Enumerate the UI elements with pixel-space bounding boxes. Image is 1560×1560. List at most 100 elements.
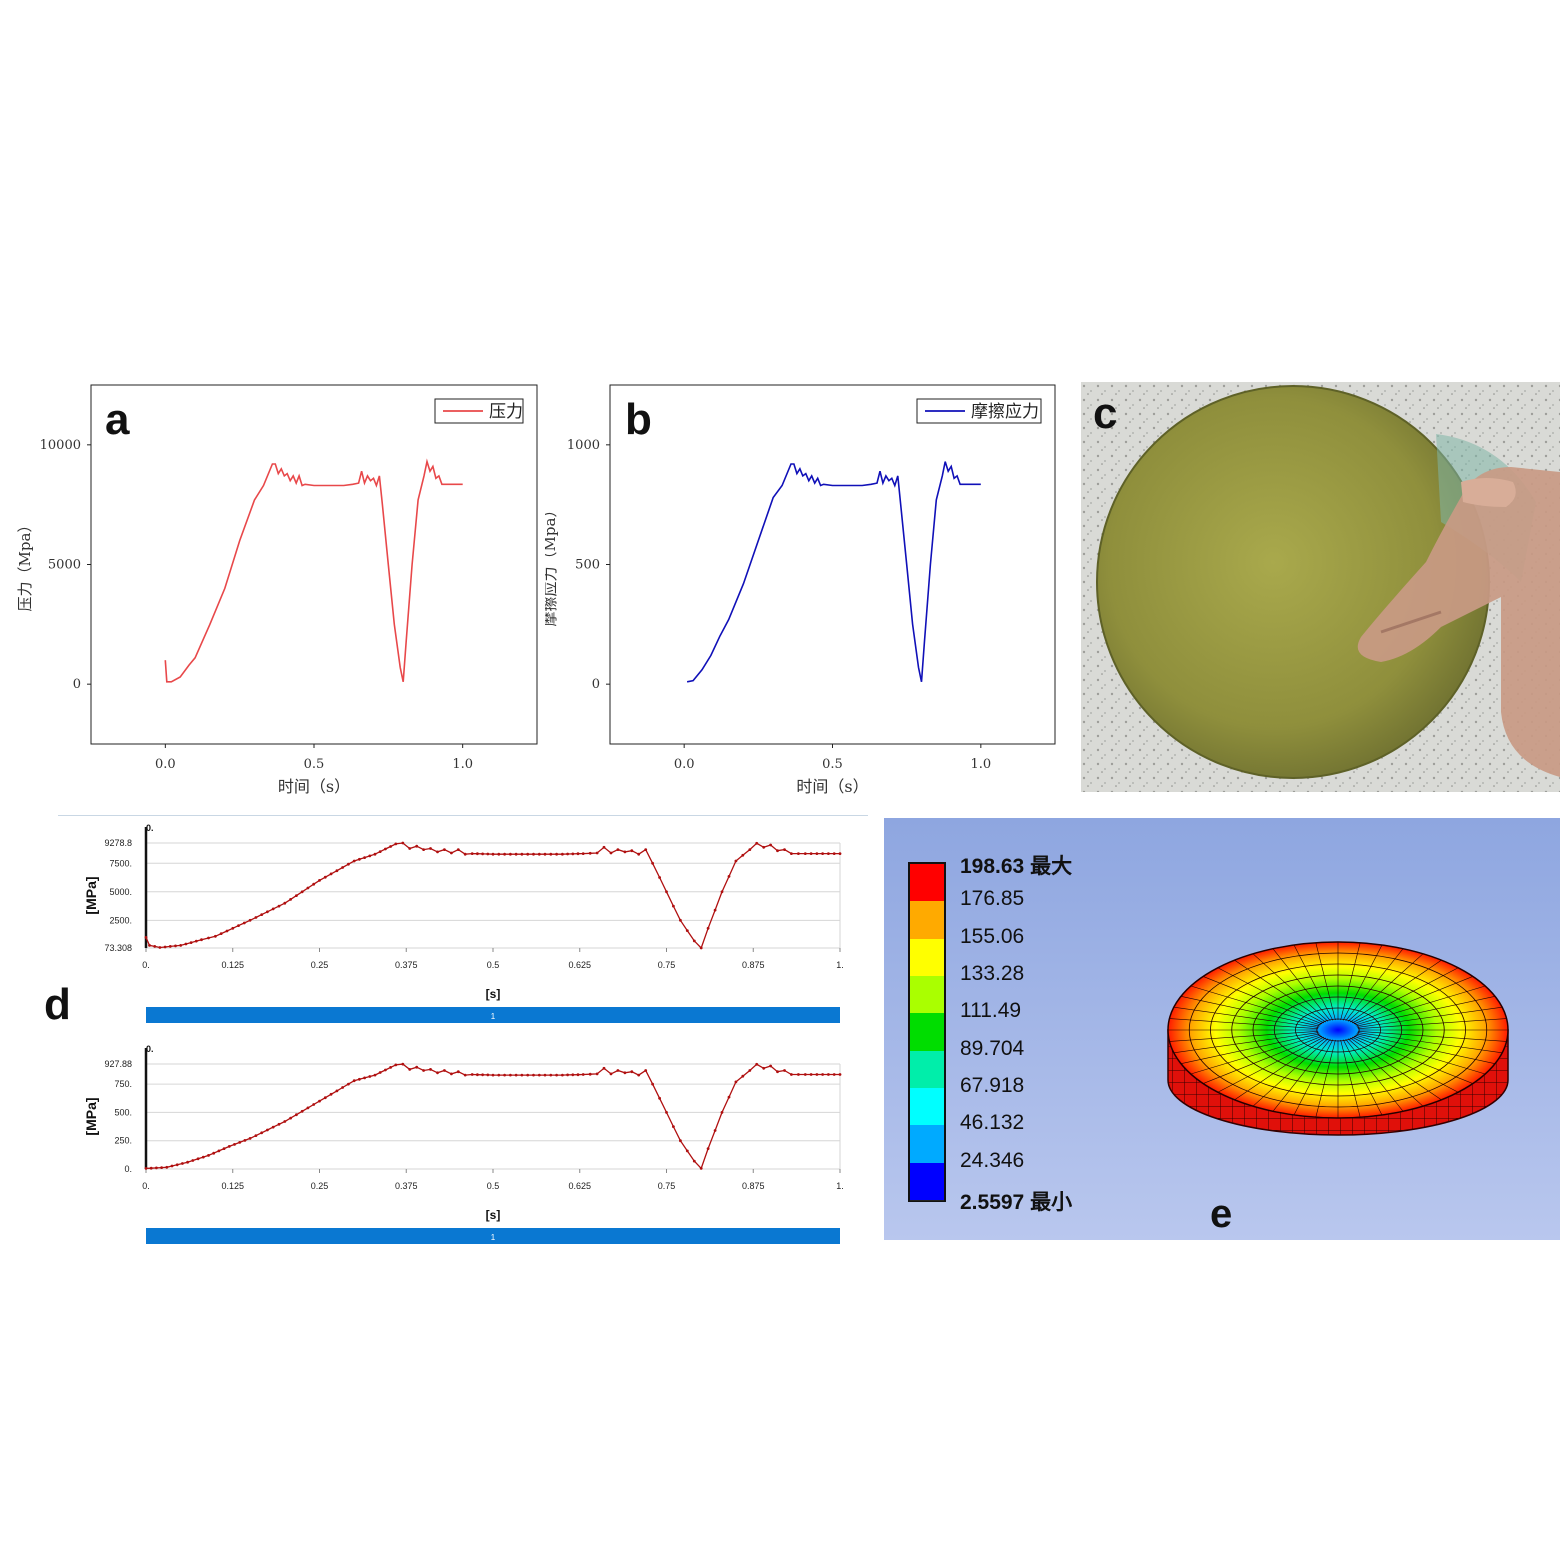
x-tick-label: 0.75 [658,960,676,970]
timeline-bar [146,1228,840,1244]
data-point [179,944,183,947]
data-point [189,941,193,944]
data-point [815,852,819,855]
data-point [509,1073,512,1077]
data-point [389,845,392,848]
data-point [368,854,372,858]
data-point [200,938,203,942]
x-tick-label: 1. [836,1181,844,1191]
data-point [543,852,547,856]
y-axis-label: [MPa] [83,876,99,914]
data-point [373,1073,377,1077]
data-point [616,848,620,851]
legend-band [910,1088,944,1127]
data-point [658,876,661,879]
data-point [665,890,668,894]
data-point [672,1125,675,1128]
data-point [186,1160,190,1164]
data-point [341,866,344,869]
mesh-spoke [1173,1032,1319,1054]
data-point [623,850,627,854]
data-point [238,1141,242,1144]
data-point [769,1064,772,1068]
data-point [306,886,310,890]
x-tick-label: 0.625 [568,960,591,970]
data-point [809,1073,813,1076]
mesh-spoke [1252,1038,1329,1107]
data-point [672,904,675,908]
data-point [679,918,682,922]
data-point [809,852,813,855]
data-point [549,852,553,856]
data-point [838,852,842,855]
data-point [827,852,830,855]
data-point [503,1073,506,1077]
data-point [181,1162,184,1165]
data-point [571,1073,575,1077]
data-point [609,851,613,855]
y-axis-label: 压力（Mpa） [16,518,34,612]
legend-band [910,938,944,977]
data-point [537,1073,541,1077]
data-point [509,852,512,856]
data-point [266,1128,269,1132]
data-point [776,1070,779,1074]
x-tick-label: 0. [142,1181,150,1191]
mesh-spoke [1315,1039,1336,1118]
legend-value: 2.5597 最小 [960,1191,1073,1214]
data-point [566,1073,569,1077]
data-point [665,1111,668,1114]
mesh-spoke [1347,953,1424,1022]
data-point [429,1068,432,1071]
data-point [755,841,759,845]
data-point [727,875,731,878]
panel-letter-d: d [44,980,71,1029]
y-tick-label: 73.308 [104,943,132,953]
data-point [463,1073,467,1077]
data-point [827,1073,830,1076]
mesh-spoke [1356,996,1496,1027]
data-point [486,852,490,856]
wafer-photo: c [1081,382,1560,792]
data-point [373,852,377,856]
data-point [720,890,724,894]
legend-value: 198.63 最大 [960,855,1073,878]
data-point [295,894,298,897]
data-point [277,904,281,908]
data-point [271,907,275,911]
data-point [720,1111,724,1114]
data-point [194,939,198,943]
data-point [153,945,157,948]
data-point [741,853,745,857]
data-point [271,1125,275,1129]
data-point [450,851,453,855]
timeline-label: 1 [491,1012,496,1021]
x-tick-label: 0.0 [674,757,695,772]
legend-value: 24.346 [960,1148,1025,1172]
y-tick-label: 9278.8 [104,838,132,848]
data-point [481,852,484,856]
data-point [196,1157,200,1161]
data-point [148,944,151,947]
mesh-spoke [1190,985,1321,1026]
y-tick-label: 7500. [109,858,132,868]
data-point [699,946,703,950]
y-tick-label: 2500. [109,915,132,925]
x-tick-label: 0.875 [742,960,765,970]
data-point [429,847,432,850]
data-point [242,921,246,925]
data-point [144,1167,148,1170]
mesh-spoke [1357,1032,1503,1054]
data-point [227,1145,231,1148]
data-point [576,852,580,856]
panel-letter-c: c [1093,389,1118,438]
legend-value: 133.28 [960,962,1025,985]
data-point [555,852,558,856]
data-point [266,910,269,914]
data-point [616,1069,620,1072]
mesh-spoke [1190,1034,1321,1075]
data-point [300,890,304,894]
data-point [734,1080,738,1084]
data-point [491,852,495,856]
x-tick-label: 0.5 [487,1181,500,1191]
